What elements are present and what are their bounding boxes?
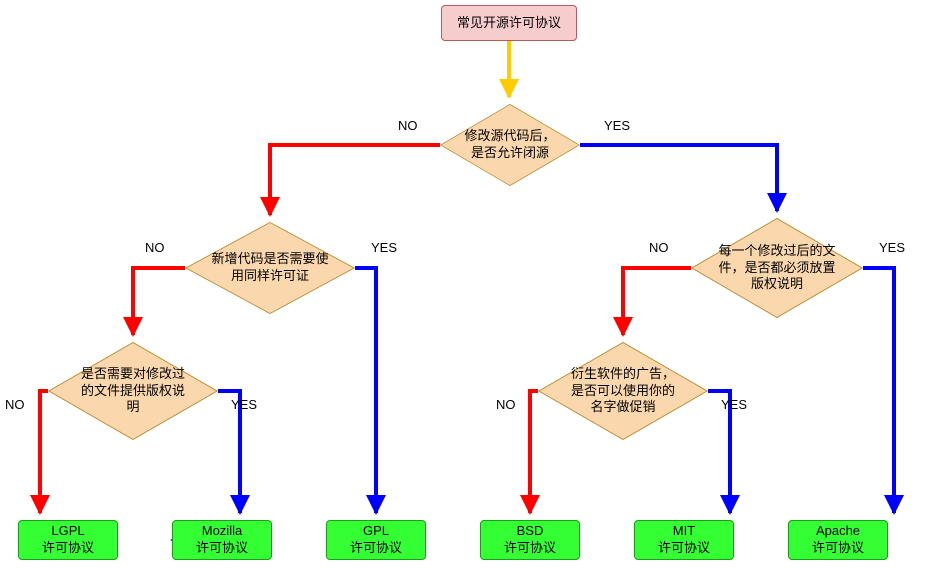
- e-d3r-no: [530, 391, 538, 513]
- e-d2r-no: [623, 268, 691, 335]
- e-d3l-no: [40, 391, 48, 513]
- e-d1-no-label: NO: [398, 118, 418, 133]
- e-d3r-no-label: NO: [496, 397, 516, 412]
- e-d2l-yes: [355, 268, 376, 513]
- node-title: 常见开源许可协议: [441, 5, 577, 41]
- node-gpl: GPL 许可协议: [326, 520, 426, 560]
- node-mit: MIT 许可协议: [634, 520, 734, 560]
- e-d1-yes: [580, 145, 777, 211]
- node-lgpl: LGPL 许可协议: [18, 520, 118, 560]
- node-d1: 修改源代码后， 是否允许闭源: [440, 104, 580, 186]
- e-d2r-yes: [863, 268, 894, 513]
- e-d2r-no-label: NO: [649, 240, 669, 255]
- node-d2r: 每一个修改过后的文 件，是否都必须放置 版权说明: [691, 218, 863, 318]
- e-d1-yes-label: YES: [604, 118, 630, 133]
- node-d3r: 衍生软件的广告， 是否可以使用你的 名字做促销: [538, 342, 708, 440]
- e-d2l-no: [133, 268, 185, 335]
- e-d2l-yes-label: YES: [371, 240, 397, 255]
- e-d3l-yes-label: YES: [231, 397, 257, 412]
- e-d2l-no-label: NO: [145, 240, 165, 255]
- node-mozilla: Mozilla 许可协议: [172, 520, 272, 560]
- e-d3l-no-label: NO: [5, 397, 25, 412]
- node-d3l: 是否需要对修改过 的文件提供版权说 明: [48, 342, 218, 440]
- e-d2r-yes-label: YES: [879, 240, 905, 255]
- node-d2l: 新增代码是否需要使 用同样许可证: [185, 222, 355, 314]
- node-apache: Apache 许可协议: [788, 520, 888, 560]
- e-d1-no: [270, 145, 440, 215]
- e-d3r-yes-label: YES: [721, 397, 747, 412]
- node-bsd: BSD 许可协议: [480, 520, 580, 560]
